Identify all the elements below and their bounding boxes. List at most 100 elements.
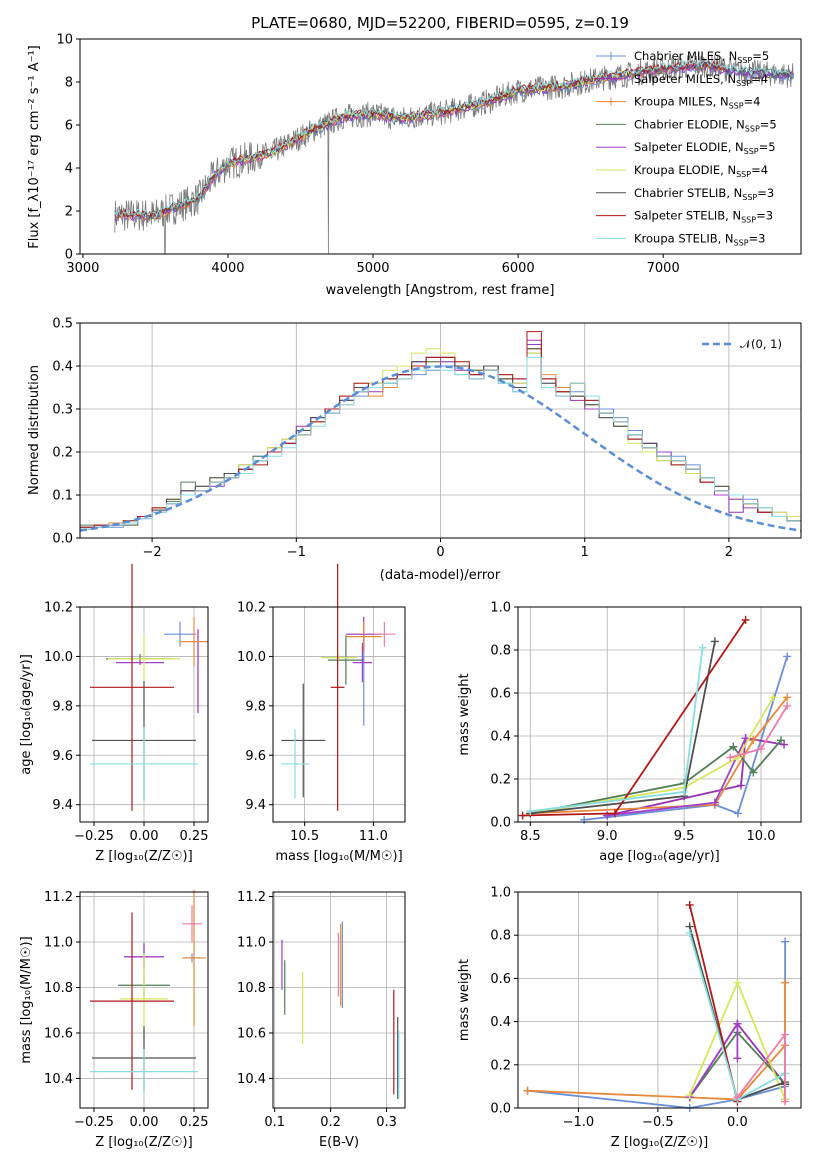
weight-marker [710, 798, 719, 807]
y-tick-label: 0.8 [490, 929, 511, 944]
errorbar-point [108, 634, 180, 684]
y-tick-label: 1.0 [490, 601, 511, 616]
model-spectrum-line [114, 63, 725, 221]
observed-spectrum-line [114, 52, 795, 255]
x-axis-label: mass [log₁₀(M/M☉)] [275, 849, 402, 864]
y-tick-label: 4 [65, 162, 73, 177]
y-tick-label: 2 [65, 205, 73, 220]
errorbar-point [328, 635, 364, 685]
errorbar-point [352, 642, 372, 683]
legend-marker [607, 74, 615, 83]
model-spectrum-line [114, 58, 794, 218]
y-tick-label: 10.8 [44, 981, 73, 996]
weight-marker [783, 693, 792, 702]
x-axis-label: E(B-V) [319, 1135, 359, 1150]
y-axis-label: mass weight [457, 959, 472, 1041]
weight-marker [523, 1086, 532, 1095]
y-tick-label: 10.0 [44, 650, 73, 665]
x-tick-label: 11.0 [359, 829, 388, 844]
y-axis-label: mass [log₁₀(M/M☉)] [19, 936, 34, 1063]
weight-marker [726, 753, 735, 762]
weight-marker [757, 744, 766, 753]
x-tick-label: 10.5 [290, 829, 319, 844]
residuals-xlabel: (data-model)/error [380, 568, 501, 583]
residuals-panel: −2 −1 0 1 2 0.0 0.1 0.2 0.3 0.4 0.5 (data-model)/e… [27, 317, 802, 583]
ebv-mass-panel: 0.1 0.2 0.3 10.4 10.6 10.8 11.0 11.2 E(B-V) [237, 890, 406, 1150]
weight-line [730, 705, 788, 759]
residuals-ylabel: Normed distribution [27, 365, 42, 495]
weight-series [685, 1019, 742, 1102]
spectrum-legend: Chabrier MILES, NSSP=5 Salpeter MILES, NS… [596, 49, 777, 247]
weight-line [527, 941, 786, 1109]
errorbar-point [321, 655, 357, 661]
x-axis-label: age [log₁₀(age/yr)] [599, 849, 720, 864]
x-axis-label: Z [log₁₀(Z/Z☉)] [95, 849, 192, 864]
errorbar-point [90, 912, 174, 1090]
weight-marker [685, 1091, 694, 1100]
weight-marker [781, 1030, 790, 1039]
y-tick-label: 0.4 [490, 1015, 511, 1030]
errorbar-point [164, 621, 196, 647]
weight-marker [741, 615, 750, 624]
errorbar-point [182, 905, 202, 943]
weight-marker [680, 787, 689, 796]
x-tick-label: −1.0 [563, 1115, 595, 1130]
spectrum-panel: PLATE=0680, MJD=52200, FIBERID=0595, z=0… [27, 14, 802, 298]
plot-area [281, 563, 396, 811]
y-tick-label: 10.2 [237, 601, 266, 616]
weight-marker [733, 809, 742, 818]
x-tick-label: 5000 [356, 261, 389, 276]
errorbar-point [281, 729, 309, 799]
errorbar-point [90, 563, 174, 811]
x-axis-label: Z [log₁₀(Z/Z☉)] [611, 1135, 708, 1150]
x-tick-label: 0.1 [264, 1115, 285, 1130]
x-tick-label: −2 [143, 545, 162, 560]
errorbar-point [182, 889, 206, 1027]
weight-series [733, 1030, 790, 1106]
errorbar-point [345, 621, 382, 652]
plot-area [518, 615, 792, 824]
y-tick-label: 10 [56, 33, 73, 48]
y-tick-label: 0.1 [52, 489, 73, 504]
y-tick-label: 9.4 [245, 798, 266, 813]
y-tick-label: 0.0 [52, 532, 73, 547]
y-tick-label: 0.0 [490, 816, 511, 831]
weight-marker [749, 736, 758, 745]
spectrum-xlabel: wavelength [Angstrom, rest frame] [326, 283, 555, 298]
weight-series [603, 734, 750, 820]
legend-label: Kroupa MILES, NSSP=4 [634, 95, 761, 111]
legend-label: Kroupa ELODIE, NSSP=4 [634, 163, 768, 179]
x-tick-label: −0.25 [74, 829, 114, 844]
axes-frame [79, 606, 209, 823]
weight-marker [733, 978, 742, 987]
legend-label: Salpeter MILES, NSSP=4 [634, 72, 768, 88]
x-tick-label: 0.25 [180, 1115, 209, 1130]
weight-series [523, 978, 790, 1104]
y-tick-label: 10.8 [237, 981, 266, 996]
y-tick-label: 10.6 [237, 1026, 266, 1041]
x-tick-label: 10.0 [747, 829, 776, 844]
errorbar-point [281, 683, 326, 798]
x-tick-label: 0.00 [130, 1115, 159, 1130]
y-tick-label: 9.6 [52, 749, 73, 764]
x-tick-label: 9.0 [597, 829, 618, 844]
y-tick-label: 0.3 [52, 403, 73, 418]
y-tick-label: 10.2 [44, 601, 73, 616]
spectrum-axes-frame [79, 38, 802, 255]
weight-marker [733, 1093, 742, 1102]
weight-series [518, 615, 750, 820]
legend-marker [607, 52, 615, 60]
x-tick-label: 0 [436, 545, 444, 560]
weight-series [526, 643, 707, 816]
weight-line [530, 647, 704, 813]
weight-marker [685, 900, 694, 909]
y-tick-label: 9.8 [52, 699, 73, 714]
y-tick-label: 0.4 [52, 360, 73, 375]
y-tick-label: 10.4 [237, 1072, 266, 1087]
x-tick-label: −0.5 [642, 1115, 674, 1130]
errorbar-point [180, 616, 208, 667]
x-tick-label: 3000 [66, 261, 99, 276]
residual-histogram [80, 356, 801, 530]
errorbar-point [116, 660, 164, 666]
